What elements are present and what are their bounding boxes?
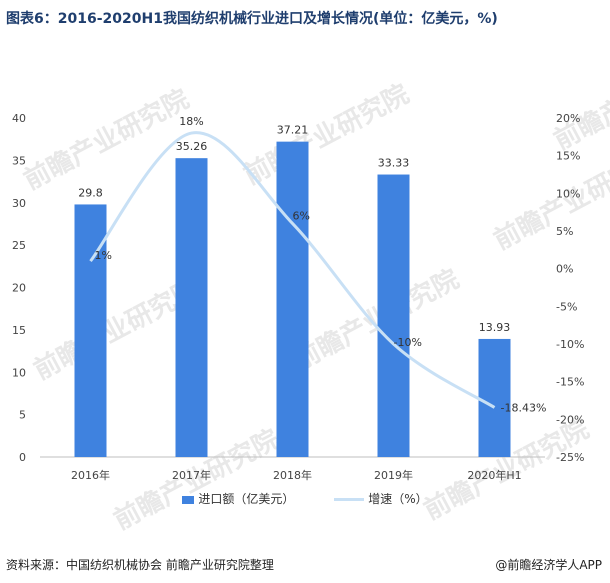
watermark-text: 前瞻产业研究院 [489, 143, 610, 256]
x-tick-label: 2019年 [374, 468, 413, 482]
left-tick-label: 40 [12, 112, 26, 125]
left-tick-label: 10 [12, 366, 26, 379]
source-note: 资料来源：中国纺织机械协会 前瞻产业研究院整理 [6, 558, 274, 572]
left-axis-ticks: 0 5 10 15 20 25 30 35 40 [12, 112, 26, 464]
bar [175, 158, 208, 457]
right-tick-label: -5% [556, 300, 577, 313]
right-axis-ticks: -25% -20% -15% -10% -5% 0% 5% 10% 15% 20% [556, 112, 584, 464]
growth-line [89, 131, 496, 409]
right-tick-label: 15% [556, 150, 580, 163]
line-value-label: 1% [95, 249, 112, 262]
line-value-label: -10% [394, 336, 422, 349]
bar-data-labels: 29.8 35.26 37.21 33.33 13.93 [78, 124, 510, 334]
left-tick-label: 20 [12, 282, 26, 295]
right-tick-label: 20% [556, 112, 580, 125]
right-tick-label: -20% [556, 413, 584, 426]
line-data-labels: 1% 18% 6% -10% -18.43% [95, 115, 547, 414]
right-tick-label: -25% [556, 451, 584, 464]
line-value-label: 6% [293, 209, 310, 222]
line-value-label: 18% [179, 115, 203, 128]
right-tick-label: -15% [556, 376, 584, 389]
left-tick-label: 30 [12, 197, 26, 210]
bar-value-label: 29.8 [78, 186, 103, 199]
legend-line-swatch [334, 498, 365, 501]
right-tick-label: -10% [556, 338, 584, 351]
x-tick-label: 2017年 [172, 468, 211, 482]
chart-title: 图表6：2016-2020H1我国纺织机械行业进口及增长情况(单位：亿美元，%) [6, 11, 498, 27]
x-tick-label: 2020年H1 [467, 468, 521, 482]
x-tick-label: 2018年 [273, 468, 312, 482]
left-tick-label: 25 [12, 239, 26, 252]
x-axis-labels: 2016年 2017年 2018年 2019年 2020年H1 [71, 468, 522, 482]
legend-bar-label: 进口额（亿美元） [198, 492, 295, 506]
left-tick-label: 15 [12, 324, 26, 337]
watermark-text: 前瞻产业研究院 [549, 43, 610, 156]
legend-line-label: 增速（%） [368, 492, 428, 506]
bar-value-label: 35.26 [176, 140, 208, 153]
bar [276, 141, 309, 457]
left-tick-label: 35 [12, 154, 26, 167]
watermark-text: 前瞻产业研究院 [239, 78, 414, 191]
legend-bar-swatch [182, 495, 195, 504]
legend-item-bar: 进口额（亿美元） [182, 490, 294, 507]
legend-item-line: 增速（%） [334, 490, 428, 507]
right-tick-label: 0% [556, 263, 573, 276]
line-value-label: -18.43% [501, 402, 547, 415]
legend: 进口额（亿美元） 增速（%） [0, 490, 610, 507]
right-tick-label: 10% [556, 187, 580, 200]
bar-value-label: 33.33 [378, 157, 410, 170]
bar [377, 174, 410, 457]
watermark-text: 前瞻产业研究院 [19, 83, 194, 196]
left-tick-label: 0 [19, 451, 26, 464]
brand-credit: @前瞻经济学人APP [495, 558, 602, 572]
bar-value-label: 37.21 [277, 124, 309, 137]
watermark-text: 前瞻产业研究院 [289, 263, 464, 376]
left-tick-label: 5 [19, 409, 26, 422]
right-tick-label: 5% [556, 225, 573, 238]
line-series [89, 131, 496, 409]
bar-value-label: 13.93 [479, 321, 511, 334]
x-tick-label: 2016年 [71, 468, 110, 482]
bar [478, 338, 511, 457]
